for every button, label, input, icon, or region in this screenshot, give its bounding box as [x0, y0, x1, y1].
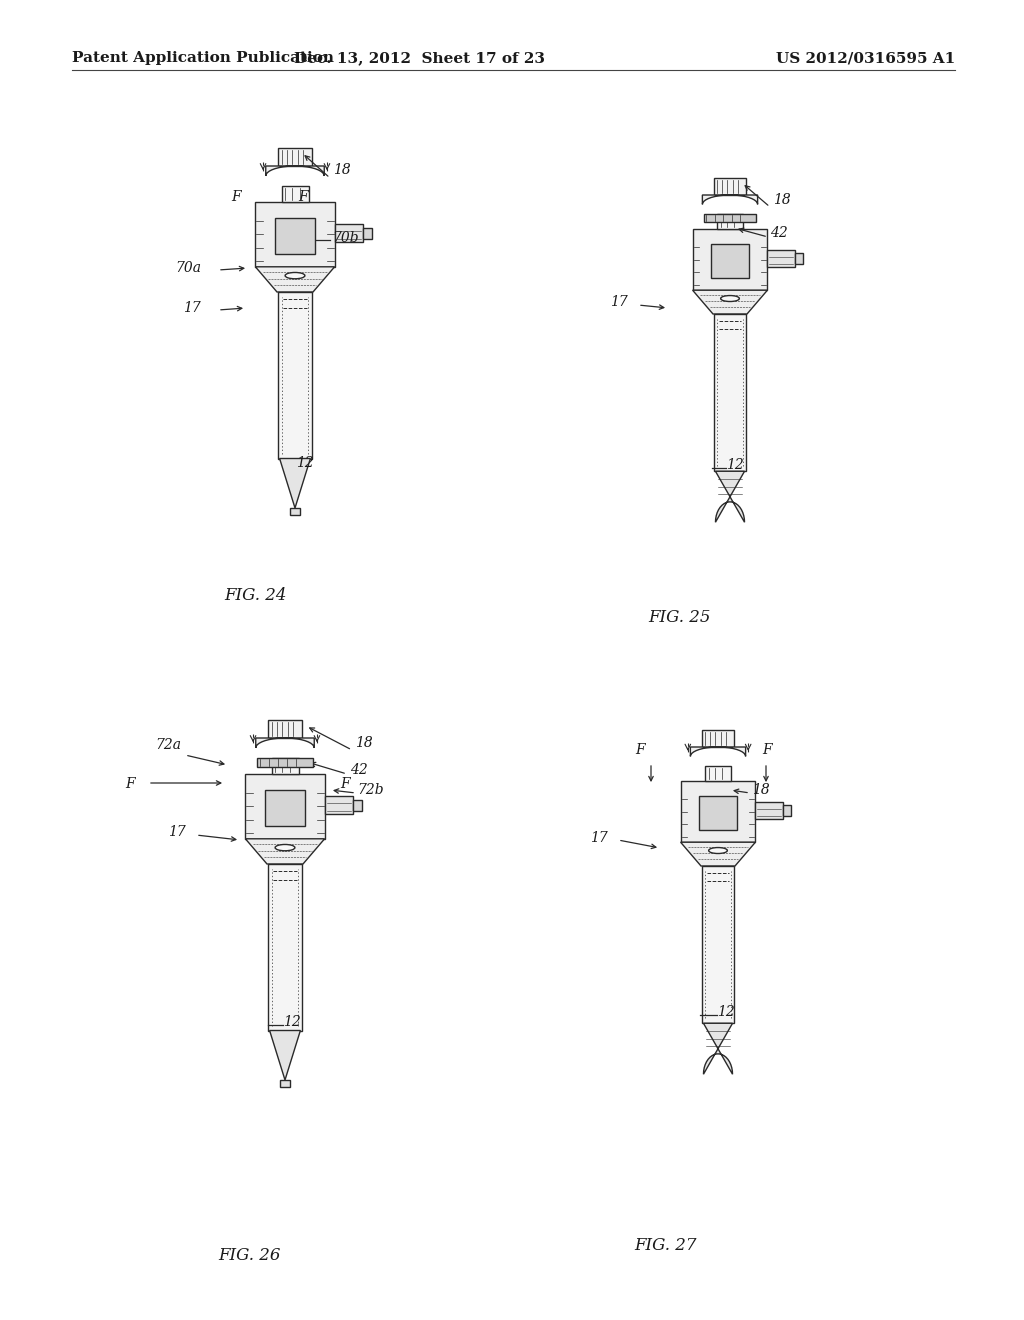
Bar	[268, 865, 302, 1031]
Bar	[681, 781, 756, 842]
Bar	[268, 719, 302, 738]
Polygon shape	[246, 838, 325, 865]
Text: 12: 12	[296, 455, 313, 470]
Text: US 2012/0316595 A1: US 2012/0316595 A1	[776, 51, 955, 65]
Bar	[767, 249, 795, 267]
Polygon shape	[681, 842, 756, 866]
Text: F: F	[635, 743, 645, 756]
Polygon shape	[702, 195, 758, 205]
Polygon shape	[703, 1023, 732, 1074]
Text: 18: 18	[773, 193, 791, 207]
Text: 12: 12	[726, 458, 743, 473]
Bar	[717, 214, 742, 228]
Bar	[265, 791, 305, 826]
Ellipse shape	[709, 847, 727, 854]
Bar	[280, 1080, 291, 1088]
Text: 18: 18	[355, 737, 373, 750]
Bar	[701, 866, 734, 1023]
Text: FIG. 24: FIG. 24	[224, 586, 287, 603]
Text: 17: 17	[590, 832, 608, 845]
Bar	[706, 766, 731, 781]
Text: 42: 42	[350, 763, 368, 777]
Text: F: F	[340, 777, 349, 791]
Text: 18: 18	[333, 162, 351, 177]
Bar	[335, 224, 364, 242]
Polygon shape	[692, 290, 767, 314]
Ellipse shape	[721, 296, 739, 301]
Bar	[271, 758, 299, 774]
Polygon shape	[269, 1031, 300, 1080]
Bar	[364, 228, 373, 239]
Text: FIG. 26: FIG. 26	[219, 1246, 282, 1263]
Text: 12: 12	[283, 1015, 301, 1030]
Text: 17: 17	[183, 301, 201, 315]
Text: Patent Application Publication: Patent Application Publication	[72, 51, 334, 65]
Bar	[703, 214, 757, 222]
Ellipse shape	[275, 845, 295, 851]
Bar	[795, 253, 803, 264]
Text: 17: 17	[610, 294, 628, 309]
Text: F: F	[231, 190, 241, 205]
Bar	[278, 148, 312, 166]
Polygon shape	[716, 471, 744, 523]
Bar	[290, 508, 300, 515]
Text: FIG. 27: FIG. 27	[634, 1237, 696, 1254]
Text: F: F	[298, 190, 307, 205]
Bar	[282, 186, 308, 202]
Text: 42: 42	[770, 226, 787, 240]
Polygon shape	[280, 458, 310, 508]
Ellipse shape	[285, 272, 305, 279]
Text: 72b: 72b	[357, 783, 384, 797]
Bar	[257, 758, 312, 767]
Bar	[246, 774, 325, 838]
Bar	[325, 796, 353, 814]
Bar	[782, 805, 792, 816]
Text: 72a: 72a	[155, 738, 181, 752]
Text: F: F	[762, 743, 772, 756]
Text: F: F	[125, 777, 134, 791]
Text: 70a: 70a	[175, 261, 201, 275]
Bar	[275, 218, 314, 253]
Text: 17: 17	[168, 825, 185, 840]
Bar	[353, 800, 362, 810]
Bar	[278, 292, 312, 458]
Bar	[714, 314, 746, 471]
Bar	[714, 178, 746, 195]
Polygon shape	[256, 738, 314, 748]
Bar	[756, 803, 782, 818]
Text: 18: 18	[752, 783, 770, 797]
Text: 12: 12	[717, 1005, 735, 1019]
Polygon shape	[690, 747, 745, 756]
Bar	[699, 796, 736, 830]
Text: FIG. 25: FIG. 25	[649, 610, 712, 627]
Text: 70b: 70b	[332, 231, 358, 246]
Polygon shape	[266, 166, 325, 176]
Polygon shape	[255, 267, 335, 292]
Bar	[712, 244, 749, 279]
Text: Dec. 13, 2012  Sheet 17 of 23: Dec. 13, 2012 Sheet 17 of 23	[295, 51, 546, 65]
Bar	[255, 202, 335, 267]
Bar	[692, 228, 767, 290]
Bar	[701, 730, 734, 747]
